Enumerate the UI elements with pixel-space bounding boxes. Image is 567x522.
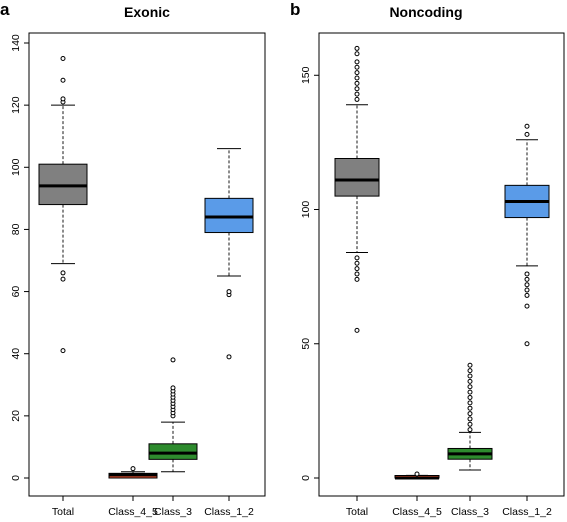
outlier-point — [467, 384, 473, 390]
boxplot-class-3 — [447, 362, 493, 471]
y-tick-label: 0 — [10, 475, 22, 481]
box-iqr — [204, 197, 254, 234]
outlier-point — [354, 91, 360, 97]
outlier-point — [60, 276, 66, 282]
box-iqr — [148, 443, 198, 460]
box-iqr — [38, 163, 88, 206]
outlier-point — [354, 255, 360, 261]
boxplot-total — [38, 56, 88, 354]
outlier-point — [354, 96, 360, 102]
boxplot-class-4-5 — [394, 471, 440, 480]
y-tick-label: 50 — [300, 338, 312, 350]
outlier-point — [354, 266, 360, 272]
x-tick-label: Total — [346, 506, 368, 518]
outlier-point — [524, 287, 530, 293]
panel-noncoding: b Noncoding 0 50 100 150 Total Class_4_5 Class… — [290, 0, 565, 518]
outlier-point — [170, 385, 176, 391]
outlier-point — [354, 80, 360, 86]
x-tick-label: Class_3 — [154, 506, 192, 518]
y-tick-label: 60 — [10, 286, 22, 298]
outlier-point — [467, 394, 473, 400]
y-tick-label: 120 — [10, 96, 22, 114]
y-tick-label: 0 — [300, 475, 312, 481]
boxplot-class-1-2 — [504, 123, 550, 347]
outlier-point — [524, 282, 530, 288]
box-iqr — [334, 158, 380, 197]
outlier-point — [467, 362, 473, 368]
x-tick-label: Class_1_2 — [502, 506, 552, 518]
x-tick-label: Total — [52, 506, 74, 518]
panel-exonic: a Exonic 0 20 40 60 80 100 120 140 Total Class_4_… — [0, 0, 266, 518]
outlier-point — [467, 416, 473, 422]
outlier-point — [524, 341, 530, 347]
outlier-point — [467, 427, 473, 433]
outlier-point — [524, 271, 530, 277]
panel-b-letter: b — [290, 0, 300, 19]
outlier-point — [226, 354, 232, 360]
outlier-point — [354, 45, 360, 51]
outlier-point — [60, 77, 66, 83]
boxplot-class-1-2 — [204, 148, 254, 360]
x-tick-label: Class_4_5 — [108, 506, 158, 518]
outlier-point — [60, 56, 66, 62]
y-tick-label: 100 — [10, 158, 22, 176]
x-tick-label: Class_1_2 — [204, 506, 254, 518]
outlier-point — [467, 405, 473, 411]
x-tick-label: Class_3 — [451, 506, 489, 518]
outlier-point — [524, 276, 530, 282]
outlier-point — [467, 411, 473, 417]
outlier-point — [354, 64, 360, 70]
y-tick-label: 140 — [10, 34, 22, 52]
x-tick-label: Class_4_5 — [392, 506, 442, 518]
outlier-point — [354, 260, 360, 266]
boxplot-total — [334, 45, 380, 333]
boxplot-class-4-5 — [108, 466, 158, 479]
outlier-point — [354, 271, 360, 277]
outlier-point — [60, 348, 66, 354]
outlier-point — [354, 70, 360, 76]
outlier-point — [354, 75, 360, 81]
y-tick-label: 20 — [10, 410, 22, 422]
outlier-point — [60, 96, 66, 102]
outlier-point — [354, 276, 360, 282]
outlier-point — [414, 471, 420, 477]
outlier-point — [467, 378, 473, 384]
outlier-point — [354, 86, 360, 92]
outlier-point — [354, 327, 360, 333]
panel-a-title: Exonic — [124, 4, 170, 20]
boxplot-class-3 — [148, 357, 198, 473]
outlier-point — [354, 59, 360, 65]
outlier-point — [354, 51, 360, 57]
outlier-point — [467, 368, 473, 374]
outlier-point — [226, 289, 232, 295]
outlier-point — [467, 373, 473, 379]
y-tick-label: 80 — [10, 223, 22, 235]
outlier-point — [524, 292, 530, 298]
outlier-point — [524, 303, 530, 309]
y-tick-label: 40 — [10, 348, 22, 360]
outlier-point — [130, 466, 136, 472]
panel-b-title: Noncoding — [389, 4, 462, 20]
y-tick-label: 150 — [300, 66, 312, 84]
y-tick-label: 100 — [300, 201, 312, 219]
outlier-point — [467, 389, 473, 395]
outlier-point — [524, 131, 530, 137]
panel-a-letter: a — [0, 0, 10, 19]
outlier-point — [467, 400, 473, 406]
outlier-point — [60, 270, 66, 276]
outlier-point — [467, 421, 473, 427]
outlier-point — [524, 123, 530, 129]
outlier-point — [170, 357, 176, 363]
